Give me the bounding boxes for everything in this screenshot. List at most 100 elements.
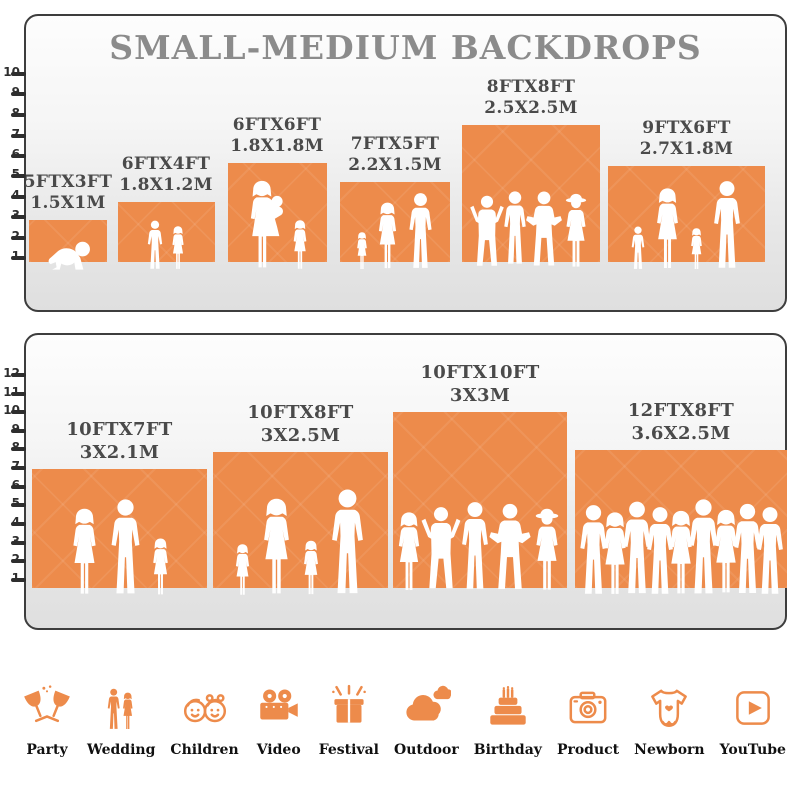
backdrop-7x5ft: 7FTX5FT 2.2X1.5M (340, 134, 450, 262)
backdrop-10x8ft: 10FTX8FT 3X2.5M (213, 402, 388, 588)
backdrop-rect (227, 162, 327, 262)
backdrop-rect (462, 124, 600, 262)
wedding-couple-icon (107, 688, 133, 729)
ruler-tick (11, 429, 26, 433)
category-label: Birthday (473, 742, 542, 758)
backdrop-size-label: 10FTX7FT 3X2.1M (66, 419, 173, 463)
ruler-tick (11, 256, 26, 260)
silhouette-man (326, 488, 369, 596)
category-outdoor: Outdoor (394, 658, 459, 758)
category-label: Outdoor (394, 742, 459, 758)
ruler-tick (11, 373, 26, 377)
backdrop-rect (213, 452, 388, 588)
people-silhouettes (213, 488, 388, 596)
ruler-tick (11, 72, 26, 76)
category-product: Product (557, 658, 619, 758)
people-silhouettes (228, 180, 327, 270)
ruler-tick (11, 113, 26, 117)
backdrop-rect (575, 450, 787, 588)
youtube-play-icon (735, 691, 770, 725)
category-label: Wedding (87, 742, 156, 758)
ruler-tick (11, 154, 26, 158)
backdrop-6x6ft: 6FTX6FT 1.8X1.8M (227, 115, 327, 262)
silhouette-man (106, 498, 145, 596)
product-camera-icon (569, 691, 607, 724)
people-silhouettes (32, 498, 207, 596)
page-title: SMALL-MEDIUM BACKDROPS (109, 28, 702, 67)
category-label: Product (556, 742, 620, 758)
ruler-tick (11, 236, 26, 240)
people-silhouettes (608, 180, 765, 270)
newborn-onesie-icon (651, 689, 688, 727)
backdrop-5x3ft: 5FTX3FT 1.5X1M (18, 172, 118, 262)
silhouette-man (709, 180, 745, 270)
panel-medium-backdrops: 12 11 10 9 8 7 6 5 4 3 2 1 10FTX7FT 3X2.… (0, 333, 800, 630)
ruler-tick (11, 392, 26, 396)
ruler-tick (11, 134, 26, 138)
category-label: Newborn (634, 742, 705, 758)
category-party: Party (22, 658, 72, 758)
video-camera-icon (259, 689, 298, 720)
backdrop-rect (340, 181, 450, 262)
people-silhouettes (575, 498, 787, 596)
silhouette-woman (67, 508, 102, 596)
ruler-tick (11, 215, 26, 219)
people-silhouettes (340, 192, 450, 270)
ruler-tick (11, 559, 26, 563)
backdrop-10x10ft: 10FTX10FT 3X3M (393, 362, 567, 588)
category-newborn: Newborn (634, 658, 705, 758)
silhouette-mother-with-baby (245, 180, 286, 270)
category-children: Children (170, 658, 239, 758)
ruler-tick (11, 447, 26, 451)
silhouette-boy (629, 226, 647, 270)
ruler-tick (11, 485, 26, 489)
backdrop-10x7ft: 10FTX7FT 3X2.1M (32, 419, 207, 588)
backdrop-size-label: 10FTX8FT 3X2.5M (247, 402, 354, 446)
backdrop-rect (393, 412, 567, 588)
backdrop-rect (117, 201, 215, 262)
ruler-tick (11, 578, 26, 582)
silhouette-girl (169, 226, 187, 270)
silhouette-toddler (232, 544, 253, 596)
birthday-cake-icon (490, 686, 526, 725)
festival-gift-icon (331, 684, 366, 723)
category-label: Video (256, 742, 301, 758)
backdrop-8x8ft: 8FTX8FT 2.5X2.5M (462, 77, 600, 262)
category-label: Party (26, 742, 68, 758)
category-birthday: Birthday (474, 658, 542, 758)
people-silhouettes (118, 220, 215, 270)
silhouette-girl (300, 540, 322, 596)
category-youtube: YouTube (720, 658, 786, 758)
ruler-tick (11, 466, 26, 470)
category-label: Children (170, 742, 239, 758)
backdrop-6x4ft: 6FTX4FT 1.8X1.2M (116, 154, 216, 262)
backdrop-12x8ft: 12FTX8FT 3.6X2.5M (575, 400, 787, 588)
ruler-tick (11, 522, 26, 526)
backdrop-9x6ft: 9FTX6FT 2.7X1.8M (608, 118, 765, 262)
silhouette-woman (257, 498, 296, 596)
silhouette-woman-with-hat (558, 192, 594, 270)
people-silhouettes (393, 496, 567, 596)
people-silhouettes (462, 186, 600, 270)
silhouette-boy (145, 220, 165, 270)
silhouette-woman (374, 202, 401, 270)
party-glasses-icon (24, 685, 70, 723)
backdrop-size-label: 6FTX6FT 1.8X1.8M (230, 115, 324, 157)
ruler-tick (11, 503, 26, 507)
backdrop-rect (32, 469, 207, 588)
category-label: Festival (318, 742, 379, 758)
silhouette-girl (149, 538, 172, 596)
backdrop-rect (608, 165, 765, 262)
ruler-tick (11, 410, 26, 414)
silhouette-man (405, 192, 436, 270)
backdrop-size-label: 9FTX6FT 2.7X1.8M (639, 118, 734, 160)
ruler-tick (11, 174, 26, 178)
silhouette-baby-crawling (43, 240, 93, 270)
category-wedding: Wedding (87, 658, 155, 758)
category-row: Party Wedding Children (0, 658, 800, 758)
backdrop-size-label: 5FTX3FT 1.5X1M (23, 172, 113, 214)
silhouette-girl (290, 220, 310, 270)
panel-small-backdrops: SMALL-MEDIUM BACKDROPS 10 9 8 7 6 5 4 3 … (0, 14, 800, 312)
people-silhouettes (29, 240, 107, 270)
ruler-tick (11, 541, 26, 545)
